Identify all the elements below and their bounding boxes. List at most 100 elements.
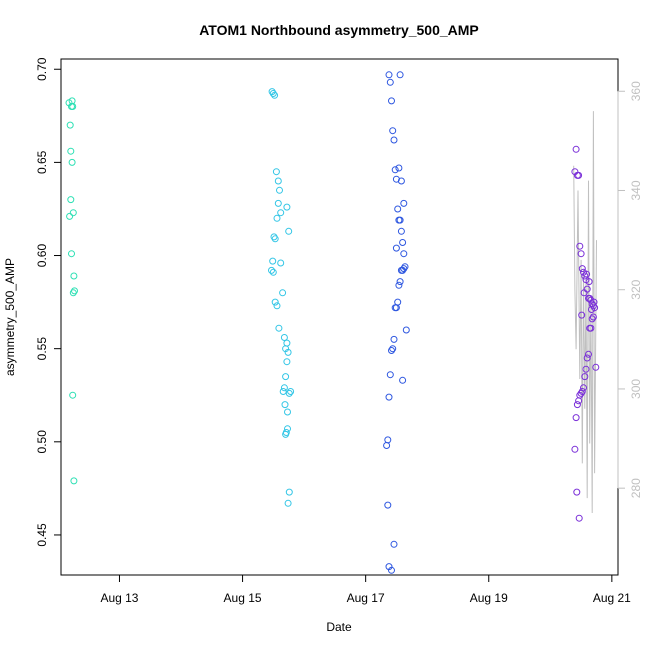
data-point (69, 289, 77, 297)
data-point (586, 294, 594, 302)
data-point (578, 311, 586, 319)
data-point (577, 389, 585, 397)
data-point (277, 209, 285, 217)
data-point (392, 244, 400, 252)
data-point (280, 334, 288, 341)
data-point (68, 158, 76, 166)
data-point (573, 401, 581, 409)
data-point (397, 266, 405, 274)
data-point (271, 298, 279, 306)
y-tick-label: 0.60 (35, 244, 49, 268)
data-point (285, 488, 293, 496)
data-point (67, 196, 75, 204)
data-point (68, 103, 75, 110)
data-point (581, 373, 589, 381)
data-point (389, 345, 397, 353)
series-3 (571, 145, 600, 522)
data-point (280, 384, 288, 392)
data-point (385, 71, 393, 79)
data-point (284, 408, 291, 416)
data-point (68, 250, 75, 258)
data-point (390, 540, 398, 548)
data-point (66, 212, 74, 220)
data-point (389, 127, 397, 135)
line-series (573, 111, 597, 514)
data-point (399, 376, 407, 384)
data-point (277, 259, 285, 267)
data-point (576, 242, 584, 250)
data-point (592, 363, 600, 371)
data-point (283, 203, 291, 211)
data-point (589, 302, 597, 310)
data-point (287, 388, 295, 395)
data-point (386, 78, 394, 86)
right-y-tick-label: 360 (629, 81, 643, 101)
data-point (399, 239, 407, 246)
x-axis: Aug 13 Aug 15 Aug 17 Aug 19 Aug 21 (100, 574, 631, 605)
right-axis-line (573, 111, 597, 514)
data-point (575, 171, 583, 179)
data-point (273, 214, 281, 222)
data-points (65, 71, 600, 574)
data-point (580, 384, 587, 392)
y-tick-label: 0.50 (35, 430, 49, 454)
data-point (269, 268, 277, 276)
data-point (575, 514, 583, 522)
data-point (391, 166, 399, 174)
data-point (269, 257, 277, 265)
data-point (70, 272, 78, 280)
data-point (269, 90, 277, 97)
data-point (273, 302, 281, 310)
data-point (279, 388, 287, 395)
plot-area (60, 58, 619, 576)
data-point (395, 164, 403, 172)
data-point (402, 326, 410, 334)
data-point (390, 136, 398, 144)
data-point (585, 278, 593, 286)
data-point (284, 348, 292, 356)
data-point (388, 347, 395, 354)
data-point (395, 281, 403, 289)
right-y-tick-label: 320 (629, 279, 643, 299)
data-point (394, 298, 402, 306)
data-point (285, 227, 293, 235)
x-tick-label: Aug 21 (593, 591, 631, 605)
right-y-tick-label: 340 (629, 180, 643, 200)
y-tick-label: 0.65 (35, 150, 49, 174)
data-point (385, 393, 393, 401)
y-axis: 0.45 0.50 0.55 0.60 0.65 0.70 (35, 57, 62, 547)
x-tick-label: Aug 13 (100, 591, 138, 605)
data-point (384, 501, 392, 509)
data-point (274, 177, 282, 185)
data-point (386, 371, 394, 379)
data-point (583, 270, 591, 278)
data-point (396, 71, 404, 79)
right-y-tick-label: 300 (629, 379, 643, 399)
y-tick-label: 0.55 (35, 337, 49, 361)
data-point (274, 199, 282, 207)
data-point (582, 365, 590, 373)
data-point (588, 306, 595, 313)
data-point (282, 373, 290, 381)
data-point (573, 488, 581, 496)
data-point (276, 186, 283, 194)
data-point (571, 445, 579, 453)
data-point (272, 168, 280, 176)
y-tick-label: 0.45 (35, 523, 49, 547)
data-point (401, 263, 409, 271)
data-point (581, 272, 589, 280)
data-point (388, 97, 395, 105)
data-point (66, 121, 74, 129)
data-point (575, 397, 583, 405)
x-tick-label: Aug 19 (470, 591, 508, 605)
data-point (281, 401, 289, 409)
x-axis-label: Date (326, 620, 352, 634)
data-point (271, 91, 279, 99)
data-point (271, 235, 279, 243)
data-point (588, 315, 596, 323)
data-point (383, 442, 391, 449)
data-point (283, 339, 291, 347)
data-point (577, 250, 585, 258)
data-point (589, 313, 597, 321)
